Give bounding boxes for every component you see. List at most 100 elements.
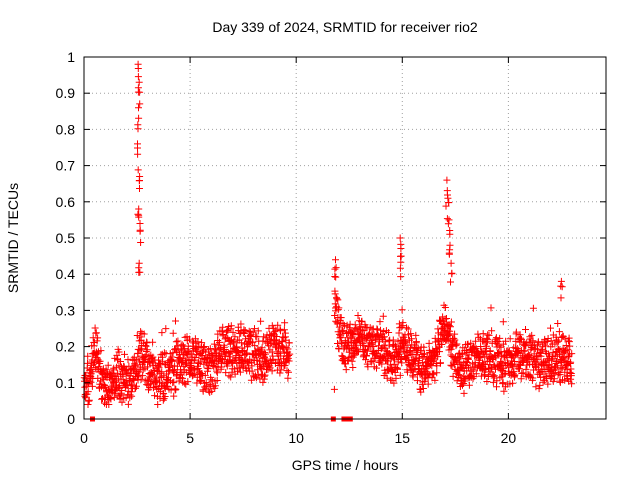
data-point (107, 395, 115, 403)
data-point (127, 382, 135, 390)
data-point (111, 378, 119, 386)
data-point (197, 377, 204, 385)
data-point (394, 365, 401, 373)
data-point (134, 166, 142, 174)
data-point (446, 230, 454, 238)
data-point (335, 304, 343, 312)
data-point (443, 215, 451, 223)
data-point (139, 372, 147, 380)
data-point (258, 344, 266, 352)
data-point (550, 375, 558, 383)
data-point (170, 378, 178, 386)
data-point (263, 355, 271, 363)
data-point (184, 378, 192, 386)
data-point (136, 226, 144, 234)
data-point (105, 401, 113, 408)
data-point (124, 387, 132, 395)
data-point (331, 273, 339, 280)
data-point (280, 326, 288, 334)
data-point (516, 365, 523, 373)
data-point (535, 385, 543, 393)
data-point (417, 347, 425, 355)
data-point (472, 337, 480, 345)
data-point (222, 369, 230, 377)
data-point (429, 370, 437, 378)
data-point (363, 352, 370, 360)
data-point (115, 383, 123, 391)
data-point (200, 343, 208, 350)
data-point (249, 328, 257, 336)
data-point (525, 372, 533, 380)
data-point (196, 358, 204, 366)
data-point (460, 389, 468, 397)
data-point (335, 323, 343, 331)
data-point (479, 330, 487, 338)
data-point (136, 220, 144, 227)
data-point (333, 295, 341, 303)
data-point (154, 401, 162, 408)
data-point (352, 324, 360, 332)
data-point (437, 359, 444, 367)
data-point (201, 371, 209, 379)
data-point (399, 319, 407, 327)
data-point (207, 376, 215, 384)
data-point (331, 290, 339, 298)
data-point (445, 331, 452, 339)
data-point (396, 234, 404, 242)
data-point (195, 360, 203, 367)
data-point (493, 377, 501, 385)
data-point (519, 359, 527, 366)
data-point (419, 385, 427, 392)
data-point (431, 376, 439, 384)
data-point (450, 334, 458, 342)
data-point (349, 364, 357, 371)
data-point (174, 337, 182, 345)
data-point (161, 393, 169, 400)
data-point (398, 306, 406, 314)
data-point (277, 327, 284, 335)
data-point (332, 273, 340, 281)
data-point (348, 357, 356, 365)
data-point (453, 340, 461, 348)
data-point (445, 199, 453, 207)
data-point (425, 339, 433, 347)
data-point (281, 319, 289, 327)
data-point (172, 317, 179, 325)
data-point (383, 374, 391, 382)
data-point (181, 379, 189, 387)
data-point (160, 349, 168, 357)
data-point (330, 385, 338, 393)
data-point (218, 327, 226, 335)
data-point (136, 88, 144, 96)
data-point (532, 345, 540, 353)
data-point (118, 398, 126, 406)
data-point (258, 364, 266, 372)
data-point (461, 375, 469, 383)
data-point (177, 374, 185, 382)
data-point (339, 320, 347, 328)
y-tick-label: 0.9 (56, 85, 76, 101)
data-point (472, 370, 480, 378)
chart-title: Day 339 of 2024, SRMTID for receiver rio… (212, 19, 478, 35)
data-point (367, 358, 375, 366)
data-point (253, 333, 261, 341)
data-point (486, 347, 494, 355)
data-point (564, 346, 572, 354)
data-point (465, 381, 473, 389)
data-point (483, 342, 490, 350)
data-point (161, 383, 169, 391)
data-point (156, 378, 163, 386)
data-point (219, 323, 227, 331)
data-point (223, 327, 231, 335)
data-point (225, 372, 233, 380)
data-point (502, 337, 510, 345)
data-point (89, 368, 97, 376)
data-point (358, 326, 366, 334)
data-point (495, 342, 503, 350)
data-point (368, 339, 376, 347)
data-point (529, 374, 537, 382)
data-point (500, 387, 508, 395)
data-point (285, 368, 292, 376)
data-point (134, 84, 142, 92)
data-points (80, 60, 576, 422)
